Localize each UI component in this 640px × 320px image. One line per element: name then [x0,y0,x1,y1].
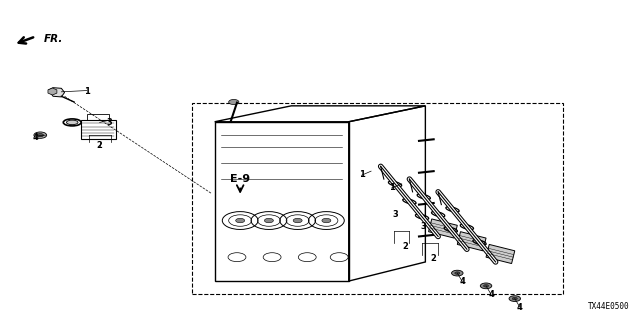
Text: 1: 1 [358,170,364,179]
Polygon shape [48,88,57,95]
Circle shape [509,296,520,301]
Circle shape [480,283,492,289]
Circle shape [236,218,244,223]
Circle shape [34,132,47,138]
Text: 2: 2 [431,254,436,263]
Text: TX44E0500: TX44E0500 [588,302,630,311]
Polygon shape [429,219,458,238]
Text: 3: 3 [420,222,426,231]
Bar [192,103,563,294]
Circle shape [264,218,273,223]
Text: E-9: E-9 [230,174,250,184]
Text: 4: 4 [460,277,465,286]
Text: 1: 1 [388,183,394,192]
Text: 4: 4 [488,290,494,299]
Ellipse shape [67,120,78,124]
Text: FR.: FR. [44,34,63,44]
Circle shape [37,133,44,137]
Text: 3: 3 [106,118,112,127]
Text: 2: 2 [97,141,102,150]
Circle shape [483,284,488,287]
Circle shape [322,218,331,223]
Text: 4: 4 [517,303,523,312]
Polygon shape [458,232,486,251]
Circle shape [512,297,517,300]
Circle shape [228,100,239,105]
Text: 3: 3 [392,210,398,219]
Polygon shape [486,244,515,264]
Text: 4: 4 [33,132,39,141]
Bar [81,120,116,139]
Text: 1: 1 [84,87,90,96]
Circle shape [293,218,302,223]
Circle shape [452,270,463,276]
Text: 2: 2 [403,242,408,251]
Circle shape [455,272,460,274]
Polygon shape [49,88,65,97]
Bar [87,115,109,120]
